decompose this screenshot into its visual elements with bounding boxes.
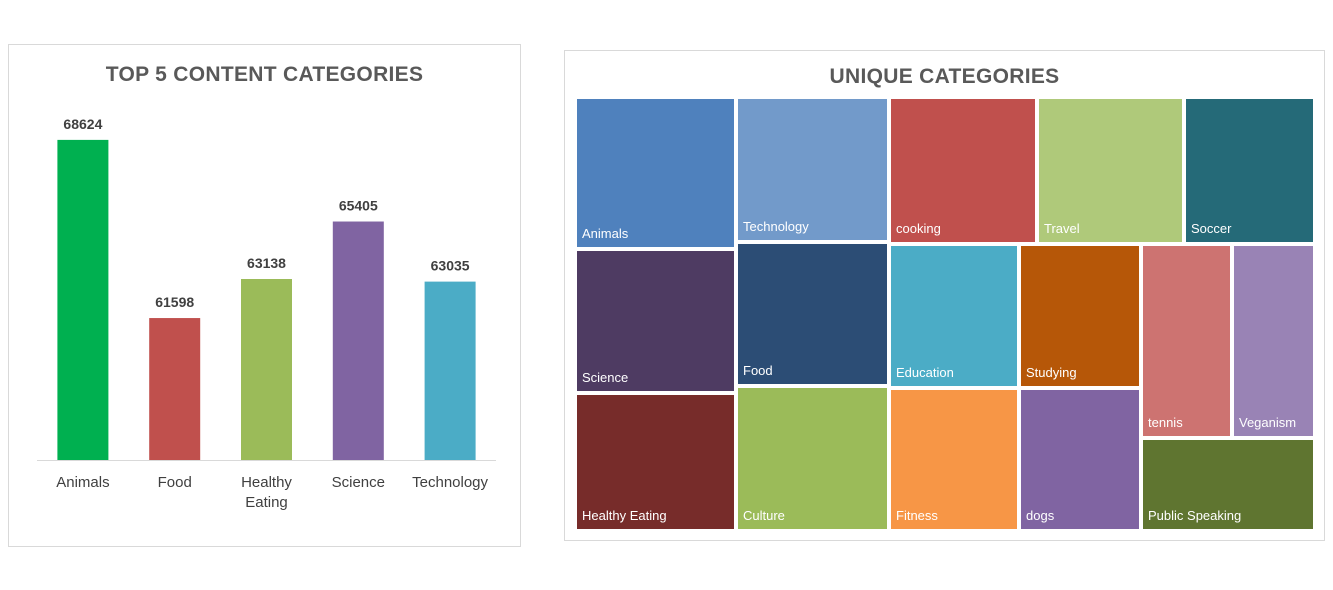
bar-chart-title: TOP 5 CONTENT CATEGORIES xyxy=(105,63,424,86)
treemap-tile: Education xyxy=(889,244,1019,388)
treemap-tile: Science xyxy=(575,249,736,393)
bar xyxy=(241,279,292,460)
treemap-tile-label: dogs xyxy=(1026,508,1055,523)
treemap-tile: Veganism xyxy=(1232,244,1315,438)
treemap-tile: Studying xyxy=(1019,244,1141,388)
treemap-tile-label: tennis xyxy=(1148,415,1183,430)
x-tick-label: Food xyxy=(158,474,192,491)
x-tick-label: Science xyxy=(332,474,385,491)
treemap-tile-label: Science xyxy=(582,370,629,385)
bar-value-label: 65405 xyxy=(339,198,378,214)
bar-chart-panel: TOP 5 CONTENT CATEGORIES 68624 Animals 615… xyxy=(8,44,521,547)
treemap-tile-label: Studying xyxy=(1026,365,1077,380)
bar-value-label: 68624 xyxy=(63,116,102,132)
treemap-tile-label: Animals xyxy=(582,226,629,241)
bar-value-label: 63138 xyxy=(247,255,286,271)
treemap-tile: Soccer xyxy=(1184,97,1315,244)
treemap-tile-label: Veganism xyxy=(1239,415,1297,430)
treemap-tile-label: Food xyxy=(743,363,773,378)
bar xyxy=(332,221,384,460)
bar xyxy=(149,318,201,460)
x-tick-label: Eating xyxy=(245,494,288,511)
treemap-tile: cooking xyxy=(889,97,1037,244)
treemap-tile-label: Soccer xyxy=(1191,221,1232,236)
treemap-tile: Technology xyxy=(736,97,889,242)
treemap-tile: Travel xyxy=(1037,97,1184,244)
treemap-panel: UNIQUE CATEGORIES Animals Technology cooki… xyxy=(564,50,1325,541)
treemap-tile: Culture xyxy=(736,386,889,531)
treemap-tile-label: Culture xyxy=(743,508,785,523)
treemap-tile-label: Fitness xyxy=(896,508,938,523)
treemap-tile-label: Technology xyxy=(743,219,809,234)
bar-value-label: 61598 xyxy=(155,294,194,310)
bar xyxy=(57,139,109,460)
bar xyxy=(424,281,476,460)
x-tick-label: Healthy xyxy=(241,474,292,491)
treemap-tile-label: Education xyxy=(896,365,954,380)
treemap-tile: Fitness xyxy=(889,388,1019,531)
treemap-tile: Food xyxy=(736,242,889,386)
x-tick-label: Animals xyxy=(56,474,109,491)
x-tick-label: Technology xyxy=(412,474,488,491)
treemap-tile-label: Healthy Eating xyxy=(582,508,667,523)
bar-value-label: 63035 xyxy=(431,258,470,274)
treemap-tile-label: cooking xyxy=(896,221,941,236)
treemap-tile: Public Speaking xyxy=(1141,438,1315,531)
treemap-title: UNIQUE CATEGORIES xyxy=(829,65,1060,88)
bar-chart-plot: 68624 Animals 61598 Food 63138 Healthy Eating 6… xyxy=(37,116,496,511)
treemap-tile: Animals xyxy=(575,97,736,249)
treemap-tile-label: Travel xyxy=(1044,221,1080,236)
treemap-tile: Healthy Eating xyxy=(575,393,736,531)
treemap-tile-label: Public Speaking xyxy=(1148,508,1242,523)
treemap-tile: dogs xyxy=(1019,388,1141,531)
treemap-tile: tennis xyxy=(1141,244,1232,438)
